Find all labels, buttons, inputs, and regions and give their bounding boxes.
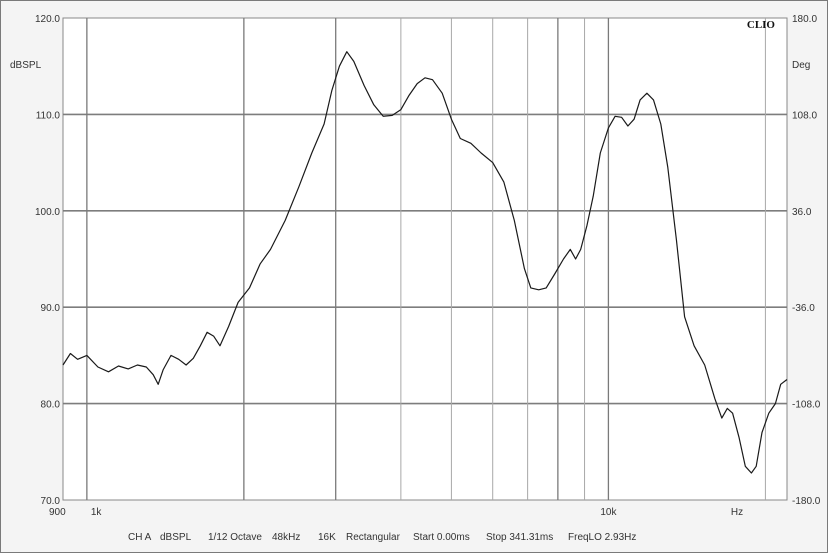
- y-tick-label-right: -36.0: [792, 303, 815, 314]
- axis-labels: 120.0 110.0 100.0 90.0 80.0 70.0 180.0 108.0 36.…: [10, 14, 821, 518]
- x-axis-unit: Hz: [731, 507, 743, 518]
- response-series: [62, 51, 788, 474]
- y-tick-label-left: 80.0: [41, 400, 61, 411]
- stop-label: Stop 341.31ms: [486, 532, 554, 543]
- unit-label: dBSPL: [160, 532, 192, 543]
- plot-background: [62, 17, 788, 501]
- start-label: Start 0.00ms: [413, 532, 470, 543]
- y-tick-label-left: 110.0: [36, 110, 61, 121]
- y-tick-label-left: 90.0: [41, 303, 61, 314]
- x-tick-label: 10k: [600, 507, 617, 518]
- measurement-info: CH A dBSPL 1/12 Octave 48kHz 16K Rectang…: [0, 528, 828, 548]
- y-tick-label-right: -180.0: [792, 496, 821, 507]
- y-tick-label-right: 108.0: [792, 110, 817, 121]
- x-tick-label: 1k: [91, 507, 103, 518]
- y-axis-label-right: Deg: [792, 60, 810, 71]
- y-tick-label-left: 70.0: [41, 496, 61, 507]
- x-tick-label: 900: [49, 507, 66, 518]
- channel-label: CH A: [128, 532, 152, 543]
- window-label: Rectangular: [346, 532, 400, 543]
- fft-size-label: 16K: [318, 532, 336, 543]
- grid-lines: [63, 18, 787, 500]
- y-tick-label-right: 180.0: [792, 14, 817, 25]
- y-tick-label-left: 120.0: [35, 14, 60, 25]
- brand-label: CLIO: [747, 19, 776, 31]
- y-axis-label-left: dBSPL: [10, 60, 42, 71]
- series-line: [62, 51, 788, 474]
- sample-rate-label: 48kHz: [272, 532, 301, 543]
- freq-lo-label: FreqLO 2.93Hz: [568, 532, 637, 543]
- y-tick-label-right: -108.0: [792, 400, 821, 411]
- smoothing-label: 1/12 Octave: [208, 532, 262, 543]
- y-tick-label-left: 100.0: [35, 207, 60, 218]
- y-tick-label-right: 36.0: [792, 207, 812, 218]
